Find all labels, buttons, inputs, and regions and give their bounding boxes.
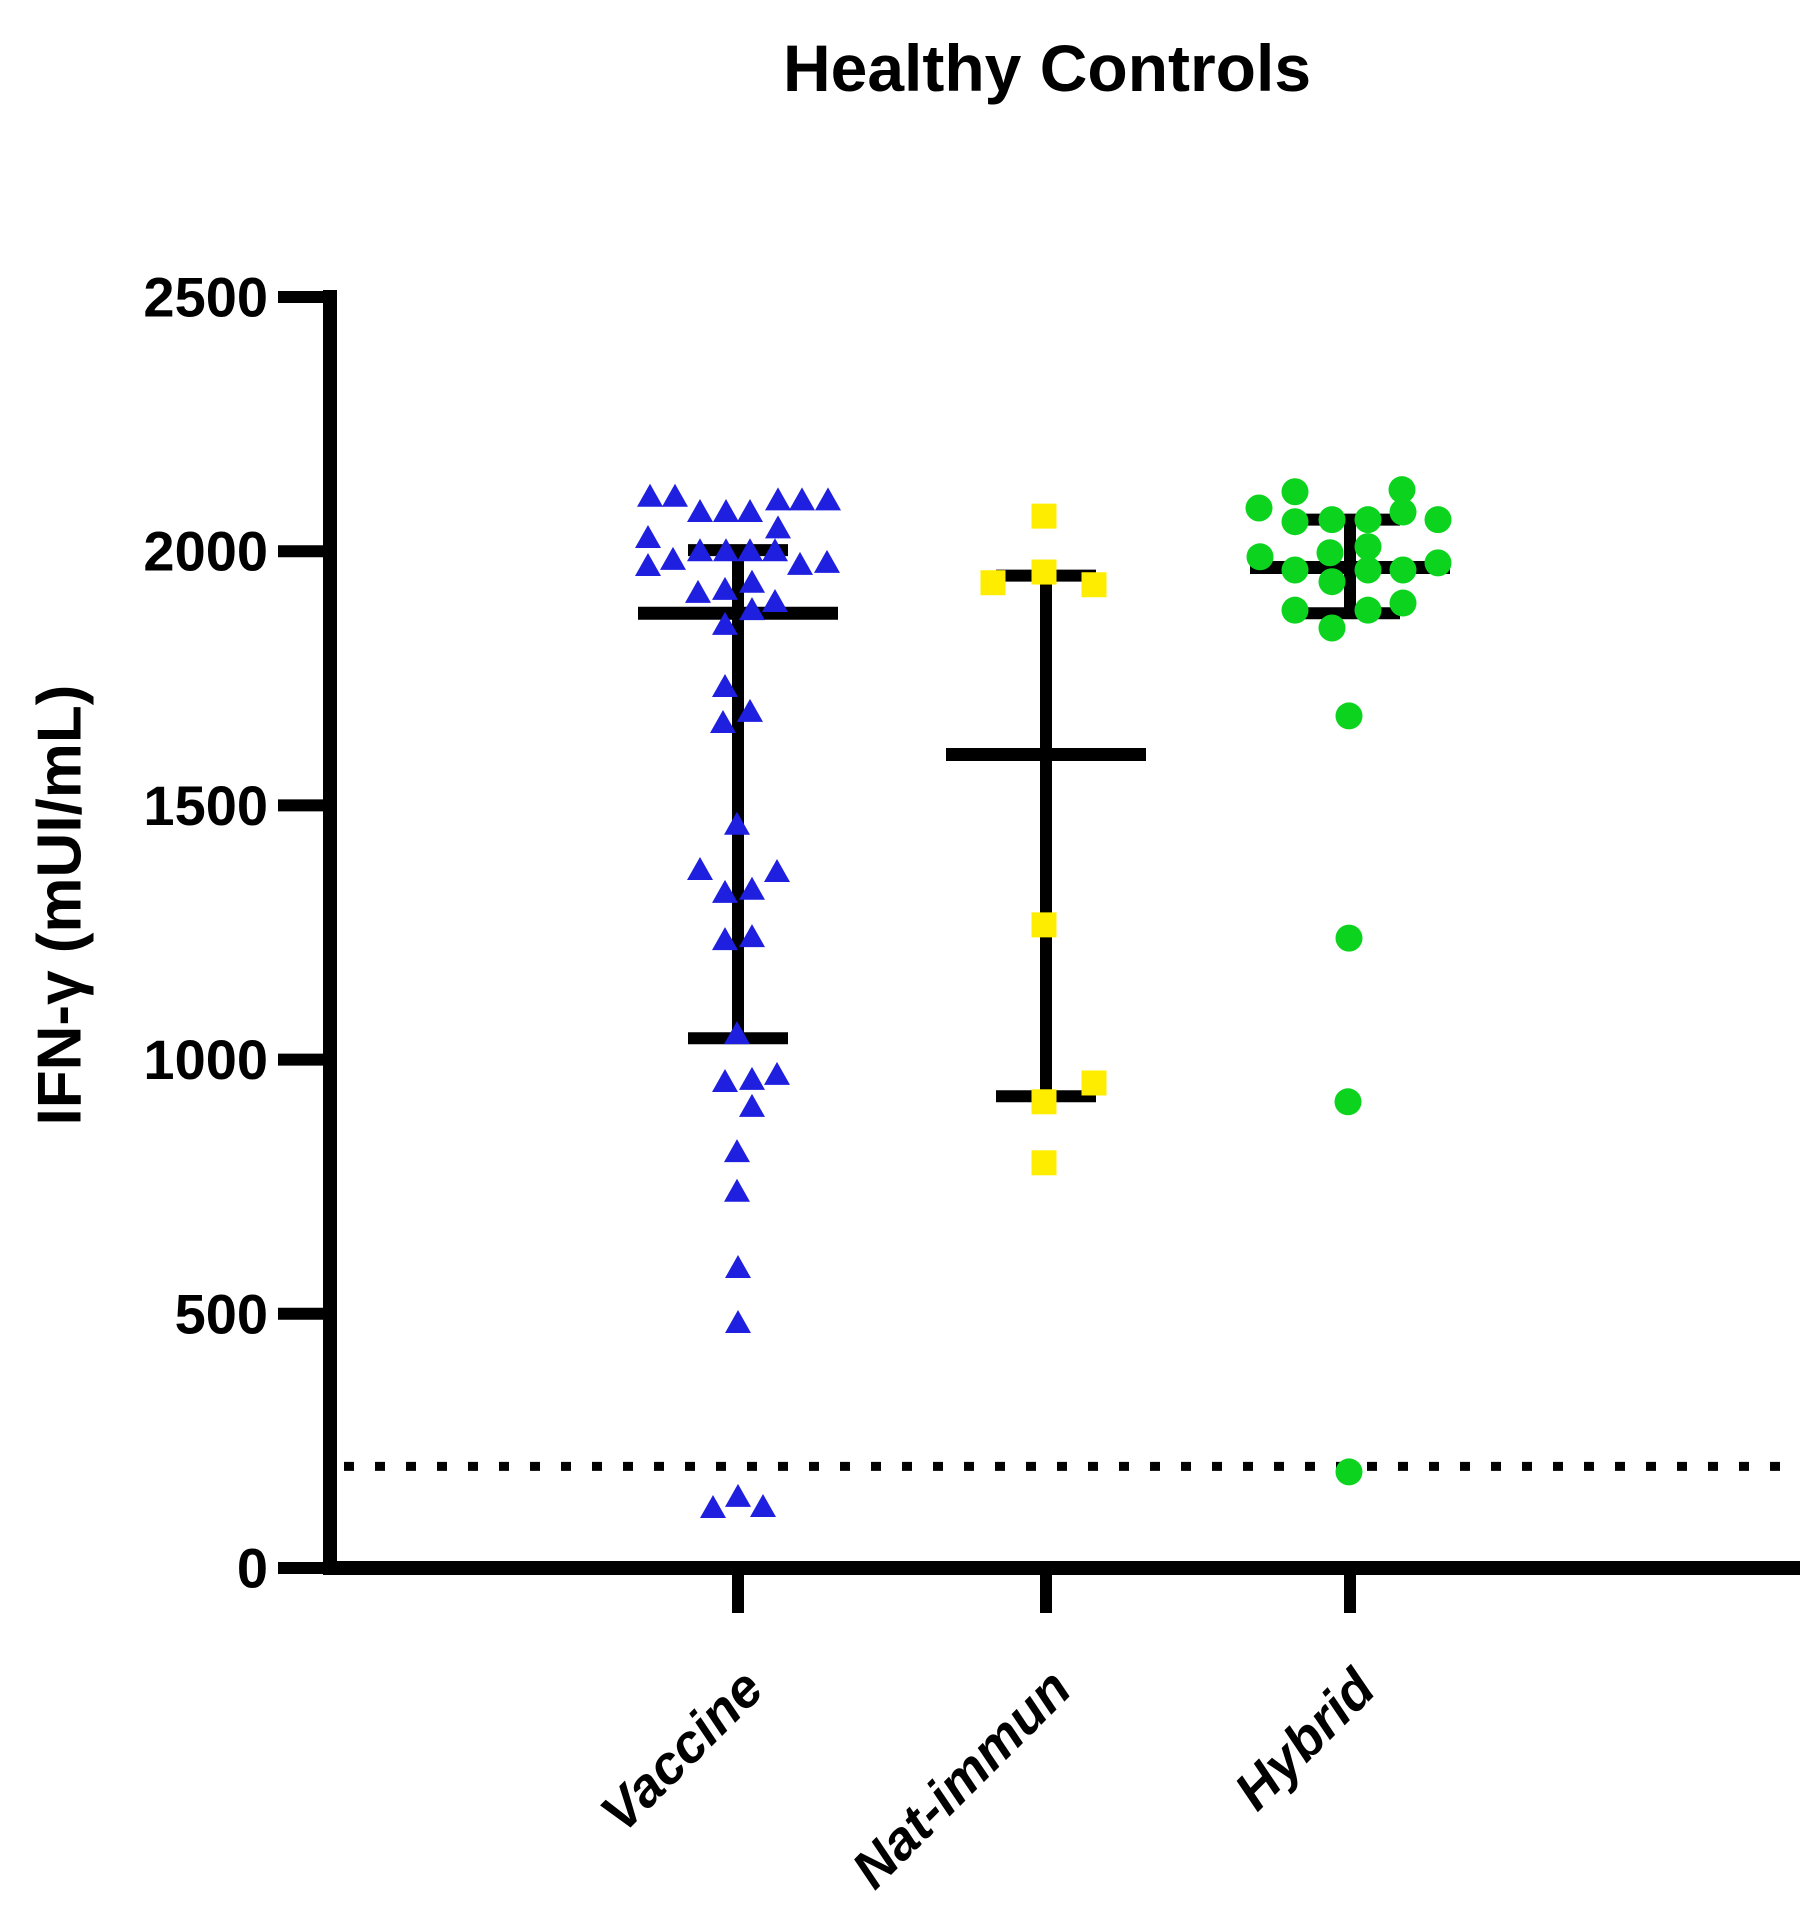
data-point [1318, 568, 1346, 596]
data-point [1354, 506, 1382, 534]
data-point [789, 487, 815, 511]
data-point [724, 1021, 750, 1045]
data-point [635, 552, 661, 576]
data-point [712, 1068, 738, 1092]
data-point [765, 487, 791, 511]
data-point [687, 499, 713, 523]
data-point [724, 1178, 750, 1202]
data-point [713, 538, 739, 562]
data-point [1354, 596, 1382, 624]
x-axis-label-nat-immun: Nat-immun [841, 1658, 1083, 1900]
data-point [1335, 924, 1363, 952]
data-point [710, 710, 736, 734]
data-point [1389, 498, 1417, 526]
data-point [1389, 589, 1417, 617]
data-point [739, 569, 765, 593]
data-point [725, 1255, 751, 1279]
data-point [1281, 478, 1309, 506]
data-point [1031, 503, 1057, 529]
data-point [1424, 549, 1452, 577]
data-point [1318, 506, 1346, 534]
data-point [713, 499, 739, 523]
data-point [687, 538, 713, 562]
data-point [1316, 539, 1344, 567]
data-point [737, 538, 763, 562]
data-point [1031, 912, 1057, 938]
data-point [712, 879, 738, 903]
data-point [737, 698, 763, 722]
y-tick-label: 1500 [143, 774, 268, 837]
x-axis-label-vaccine: Vaccine [589, 1658, 774, 1843]
data-point [1335, 702, 1363, 730]
data-point [725, 1483, 751, 1507]
data-point [1245, 494, 1273, 522]
data-point [635, 524, 661, 548]
data-point [739, 876, 765, 900]
data-point [980, 570, 1006, 596]
data-point [1031, 1150, 1057, 1176]
chart-title: Healthy Controls [782, 31, 1312, 105]
data-point [724, 1139, 750, 1163]
data-point [739, 597, 765, 621]
data-point [662, 483, 688, 507]
data-point [1334, 1088, 1362, 1116]
data-point [700, 1495, 726, 1519]
data-point [712, 927, 738, 951]
y-tick-label: 0 [237, 1537, 268, 1600]
data-point [1031, 1089, 1057, 1115]
data-point [762, 589, 788, 613]
data-point [1424, 506, 1452, 534]
y-tick-label: 500 [175, 1282, 268, 1345]
data-point [1388, 476, 1416, 504]
data-point [739, 1093, 765, 1117]
data-point [1354, 556, 1382, 584]
x-axis-label-hybrid: Hybrid [1223, 1657, 1387, 1821]
y-tick-label: 2000 [143, 520, 268, 583]
data-point [765, 515, 791, 539]
data-point [1335, 1458, 1363, 1486]
data-point [815, 487, 841, 511]
data-point [764, 1061, 790, 1085]
data-point [1354, 533, 1382, 561]
data-point [787, 551, 813, 575]
data-point [762, 538, 788, 562]
data-point [1246, 543, 1274, 571]
data-point [750, 1493, 776, 1517]
data-point [725, 1309, 751, 1333]
data-point [1281, 596, 1309, 624]
y-tick-label: 1000 [143, 1028, 268, 1091]
data-point [712, 611, 738, 635]
data-point [637, 483, 663, 507]
data-point [737, 499, 763, 523]
data-point [1318, 614, 1346, 642]
data-point [712, 576, 738, 600]
data-point [687, 856, 713, 880]
data-point [764, 859, 790, 883]
data-point [1281, 508, 1309, 536]
y-tick-label: 2500 [143, 266, 268, 329]
data-point [739, 1066, 765, 1090]
data-point [1081, 572, 1107, 598]
data-point [1081, 1070, 1107, 1096]
data-point [739, 924, 765, 948]
data-point [1281, 556, 1309, 584]
data-point [685, 579, 711, 603]
data-point [1031, 559, 1057, 585]
data-point [660, 546, 686, 570]
data-point [814, 549, 840, 573]
data-point [1389, 556, 1417, 584]
data-point [724, 811, 750, 835]
data-point [712, 673, 738, 697]
